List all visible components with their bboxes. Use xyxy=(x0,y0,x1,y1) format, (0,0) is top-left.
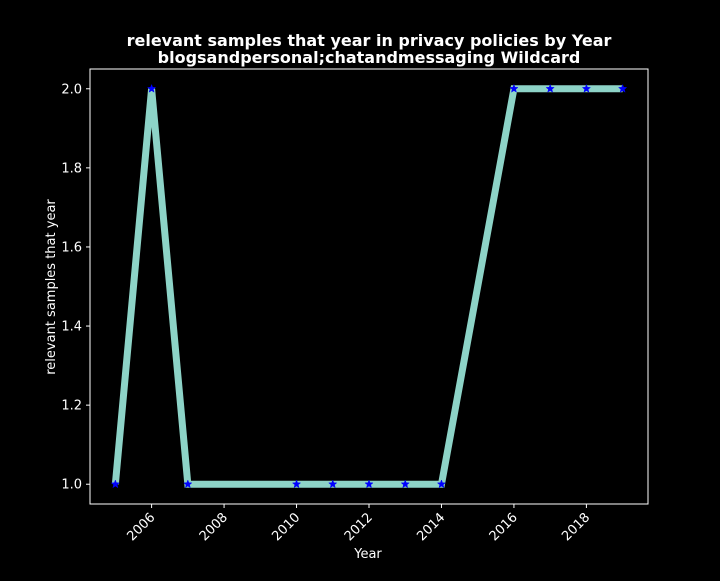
data-point-marker xyxy=(328,479,338,489)
chart-subtitle: blogsandpersonal;chatandmessaging Wildca… xyxy=(158,48,581,67)
plot-frame xyxy=(89,68,649,505)
x-tick-label: 2016 xyxy=(487,510,521,544)
y-tick-label: 1.0 xyxy=(61,478,82,493)
data-point-marker xyxy=(509,83,519,93)
chart-title: relevant samples that year in privacy po… xyxy=(127,31,612,50)
series-line xyxy=(111,85,623,488)
x-tick-label: 2014 xyxy=(414,510,448,544)
y-tick-label: 2.0 xyxy=(61,82,82,97)
data-point-marker xyxy=(545,83,555,93)
y-tick-label: 1.4 xyxy=(61,320,82,335)
y-tick-label: 1.8 xyxy=(61,161,82,176)
data-point-marker xyxy=(436,479,447,489)
data-point-marker xyxy=(617,83,628,93)
x-axis-label: Year xyxy=(353,547,382,562)
data-point-marker xyxy=(146,83,157,93)
data-point-marker xyxy=(364,479,374,489)
data-point-marker xyxy=(400,479,410,489)
y-tick-label: 1.6 xyxy=(61,240,82,255)
data-point-marker xyxy=(183,479,193,489)
data-point-marker xyxy=(581,83,592,93)
y-tick-label: 1.2 xyxy=(61,399,82,414)
x-tick-label: 2008 xyxy=(197,510,231,544)
plot-area: 1.0 1.2 1.4 1.6 1.8 2.0 2006 2008 2010 2012 2014 20… xyxy=(61,68,649,544)
data-point-marker xyxy=(110,479,121,489)
x-tick-label: 2012 xyxy=(342,510,376,544)
x-tick-label: 2010 xyxy=(269,510,303,544)
data-point-marker xyxy=(291,479,302,489)
y-axis-label: relevant samples that year xyxy=(44,199,59,375)
x-tick-label: 2006 xyxy=(124,510,158,544)
x-tick-label: 2018 xyxy=(559,510,593,544)
